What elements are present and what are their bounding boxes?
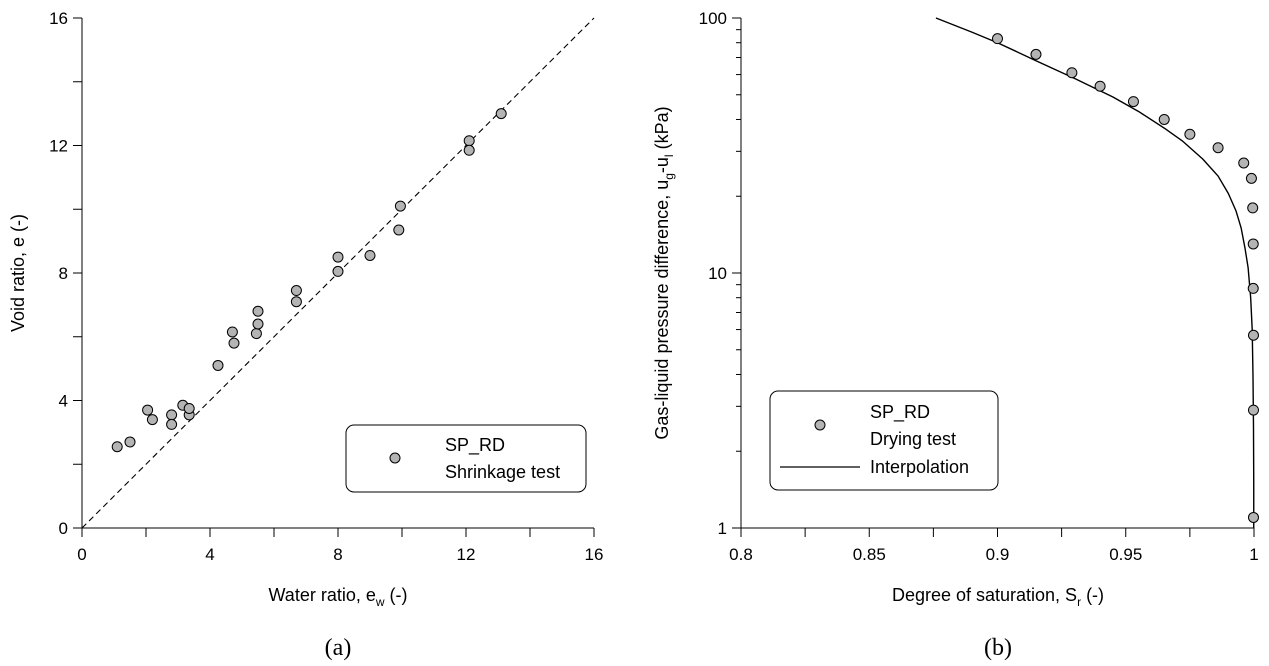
panel-b-points	[992, 33, 1259, 523]
panel-a-data-point	[393, 224, 405, 236]
panel-a-x-tick-label: 8	[333, 545, 342, 564]
panel-a-data-point	[166, 409, 178, 421]
panel-b-data-point	[1247, 282, 1259, 294]
panel-a-data-point	[124, 436, 136, 448]
panel-b-data-point	[1030, 48, 1042, 60]
panel-b-y-tick-label: 10	[708, 264, 727, 283]
panel-a-x-axis-label: Water ratio, ew (-)	[268, 585, 407, 609]
panel-a-x-tick-label: 4	[205, 545, 214, 564]
panel-a-data-point	[252, 318, 264, 330]
panel-b-x-tick-labels: 0.8 0.85 0.9 0.95 1	[729, 545, 1259, 564]
panel-b-x-tick-label: 0.95	[1109, 545, 1142, 564]
panel-a-y-tick-label: 0	[59, 519, 68, 538]
panel-a-x-tick-label: 12	[457, 545, 476, 564]
panel-b-interpolation-curve-group	[935, 17, 1255, 528]
panel-a-data-point	[111, 441, 123, 453]
panel-b-axes	[732, 17, 1255, 537]
panel-b-y-tick-labels: 1 10 100	[699, 9, 727, 538]
panel-b-x-axis-label: Degree of saturation, Sr (-)	[892, 585, 1104, 609]
panel-b-data-point	[1247, 329, 1259, 341]
panel-b-data-point	[1212, 142, 1224, 154]
panel-b-legend-marker	[814, 419, 826, 431]
panel-b-data-point	[1247, 202, 1259, 214]
panel-b-y-tick-label: 1	[718, 519, 727, 538]
panel-a-y-tick-label: 8	[59, 264, 68, 283]
panel-a-legend-line2: Shrinkage test	[445, 462, 560, 482]
panel-a-data-point	[463, 144, 475, 156]
panel-b-data-point	[1247, 238, 1259, 250]
panel-a-data-point	[463, 135, 475, 147]
panel-a-data-point	[183, 402, 195, 414]
panel-a-points	[111, 108, 507, 453]
panel-a-data-point	[252, 305, 264, 317]
panel-b-data-point	[1066, 67, 1078, 79]
panel-b-x-tick-label: 0.9	[986, 545, 1010, 564]
panel-b-data-point	[1238, 157, 1250, 169]
panel-a-data-point	[364, 249, 376, 261]
panel-b-x-tick-label: 1	[1249, 545, 1258, 564]
panel-a-axes	[73, 17, 595, 537]
panel-b-legend-box	[769, 390, 999, 491]
panel-b-y-tick-label: 100	[699, 9, 727, 28]
panel-a-data-point	[250, 328, 262, 340]
panel-a-data-point	[495, 108, 507, 120]
panel-a-y-tick-labels: 0 4 8 12 16	[49, 9, 68, 538]
panel-a-data-point	[142, 404, 154, 416]
panel-b-interpolation-curve	[935, 17, 1255, 528]
panel-a-x-tick-label: 0	[77, 545, 86, 564]
panel-a-y-axis-label: Void ratio, e (-)	[8, 214, 28, 332]
panel-a-y-tick-label: 16	[49, 9, 68, 28]
panel-a-legend-marker	[389, 452, 401, 464]
panel-b-legend-line1: SP_RD	[870, 402, 930, 423]
panel-a-data-point	[212, 359, 224, 371]
panel-b-data-point	[1094, 80, 1106, 92]
panel-a-data-point	[332, 265, 344, 277]
panel-a-data-point	[332, 251, 344, 263]
panel-b-legend-line3: Interpolation	[870, 457, 969, 477]
panel-b-y-axis-label: Gas-liquid pressure difference, ug-ul (k…	[652, 106, 676, 439]
panel-a-data-point	[228, 337, 240, 349]
panel-a-x-tick-label: 16	[585, 545, 604, 564]
panel-b-data-point	[992, 33, 1003, 45]
panel-b-caption: (b)	[984, 635, 1012, 661]
panel-a-data-point	[290, 296, 302, 308]
panel-b-data-point	[1245, 172, 1257, 184]
panel-a-data-point	[166, 418, 178, 430]
panel-b-data-point	[1184, 128, 1196, 140]
panel-b: 0.8 0.85 0.9 0.95 1 1 10 100 Degree of saturat…	[652, 9, 1259, 661]
panel-b-legend-line2: Drying test	[870, 429, 956, 449]
panel-a-x-tick-labels: 0 4 8 12 16	[77, 545, 603, 564]
panel-b-x-tick-label: 0.85	[853, 545, 886, 564]
panel-b-x-tick-label: 0.8	[729, 545, 753, 564]
panel-b-data-point	[1247, 404, 1259, 416]
panel-a-data-point	[146, 414, 158, 426]
panel-a-data-point	[394, 200, 406, 212]
panel-a: 0 4 8 12 16 0 4 8 12 16 Water ratio, ew (-) Void…	[8, 9, 603, 661]
panel-b-legend: SP_RD Drying test Interpolation	[769, 390, 999, 491]
panel-a-caption: (a)	[325, 635, 352, 661]
panel-a-legend-line1: SP_RD	[445, 435, 505, 456]
panel-a-legend: SP_RD Shrinkage test	[345, 424, 587, 493]
panel-b-data-point	[1247, 511, 1259, 523]
panel-a-y-tick-label: 4	[59, 392, 68, 411]
panel-b-data-point	[1158, 113, 1170, 125]
panel-a-data-point	[290, 285, 302, 297]
panel-b-data-point	[1127, 96, 1139, 108]
panel-a-legend-box	[345, 424, 587, 493]
panel-a-y-tick-label: 12	[49, 137, 68, 156]
panel-a-data-point	[226, 326, 238, 338]
